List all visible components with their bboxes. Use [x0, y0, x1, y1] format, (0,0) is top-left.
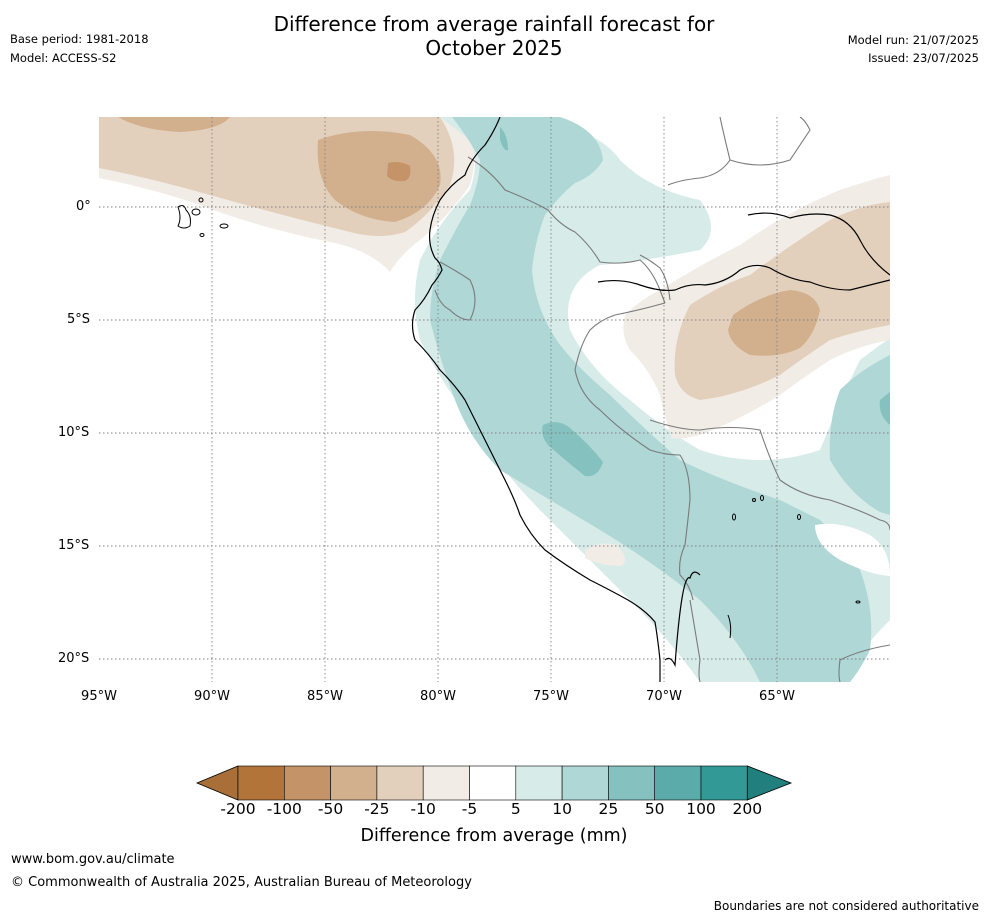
colorbar-tick-label: 25	[598, 800, 619, 818]
island-small-1	[198, 197, 204, 203]
border-paraguay	[838, 644, 890, 682]
negro-river	[747, 212, 890, 276]
wet-core-central	[542, 422, 603, 477]
lake-2	[760, 495, 764, 501]
border-colombia-brazil	[639, 254, 671, 301]
colorbar	[195, 765, 793, 801]
lat-tick-5s: 5°S	[67, 312, 91, 327]
san-cristobal-island	[219, 223, 229, 229]
santa-cruz-island	[191, 208, 201, 216]
title-line-1: Difference from average rainfall forecas…	[273, 12, 715, 36]
map-title: Difference from average rainfall forecas…	[0, 12, 988, 60]
lon-tick-90w: 90°W	[194, 689, 230, 704]
colorbar-tick-label: -50	[317, 800, 344, 818]
lat-tick-15s: 15°S	[58, 538, 90, 553]
border-ecuador-peru	[434, 261, 476, 321]
colorbar-tick-label: 5	[510, 800, 521, 818]
lake-1	[732, 513, 736, 521]
colorbar-arrow-left	[195, 765, 239, 801]
colorbar-tick-label: -10	[410, 800, 436, 818]
footer-url: www.bom.gov.au/climate	[11, 852, 175, 867]
lat-tick-0: 0°	[76, 199, 91, 214]
footer-disclaimer: Boundaries are not considered authoritat…	[713, 899, 979, 913]
colorbar-tick-label: 10	[552, 800, 572, 818]
border-colombia-ecuador-peru	[467, 156, 666, 304]
colorbar-segment	[608, 765, 655, 801]
colorbar-title: Difference from average (mm)	[360, 826, 628, 846]
dry-region-south-small	[585, 543, 626, 566]
colorbar-tick-label: -5	[461, 800, 478, 818]
model-text: Model: ACCESS-S2	[10, 51, 117, 65]
lon-tick-65w: 65°W	[759, 689, 795, 704]
colorbar-segment	[284, 765, 331, 801]
border-bolivia-brazil	[649, 419, 890, 531]
colorbar-segment	[237, 765, 285, 801]
dry-region-pacific-strong-west	[118, 117, 230, 132]
wet-region-small-right	[815, 523, 890, 576]
galapagos-islands	[177, 197, 229, 237]
dry-region-pacific-strong	[317, 131, 441, 222]
lat-tick-20s: 20°S	[58, 651, 90, 666]
colorbar-tick-label: 50	[644, 800, 665, 818]
border-colombia-venezuela	[667, 117, 731, 186]
colorbar-segment	[422, 765, 470, 801]
isabela-island	[177, 205, 191, 229]
dry-region-pacific-core	[387, 162, 411, 182]
colorbar-tick-label: -100	[266, 800, 302, 818]
map-field	[99, 117, 890, 682]
colorbar-tick-label: 100	[686, 800, 716, 818]
colorbar-tick-label: 200	[732, 800, 763, 818]
colorbar-segment	[469, 765, 517, 801]
colorbar-segment	[700, 765, 748, 801]
colorbar-tick-label: -200	[220, 800, 256, 818]
base-period-text: Base period: 1981-2018	[10, 32, 149, 46]
colorbar-segment	[654, 765, 702, 801]
border-peru-brazil-bolivia	[574, 302, 694, 601]
title-line-2: October 2025	[425, 36, 563, 60]
border-chile-argentina	[689, 599, 701, 682]
pacific-coastline	[411, 117, 661, 682]
lon-tick-75w: 75°W	[533, 689, 569, 704]
colorbar-arrow-right	[746, 765, 793, 801]
colorbar-tick-label: -25	[364, 800, 390, 818]
lake-4	[797, 514, 801, 520]
colorbar-segment	[330, 765, 378, 801]
coastlines	[411, 117, 890, 682]
colorbar-segment	[376, 765, 424, 801]
footer-copyright: © Commonwealth of Australia 2025, Austra…	[11, 875, 472, 890]
lat-tick-10s: 10°S	[58, 425, 90, 440]
border-venezuela-east	[729, 117, 811, 166]
country-borders	[434, 117, 890, 682]
lake-3	[752, 498, 756, 502]
wet-core-north	[500, 127, 508, 151]
wet-core-east	[879, 392, 890, 425]
lon-tick-80w: 80°W	[420, 689, 456, 704]
lon-tick-95w: 95°W	[81, 689, 117, 704]
dry-region-amazon-strong	[728, 290, 820, 356]
wet-band-mid	[430, 117, 872, 682]
titicaca-lake	[664, 571, 701, 668]
amazon-river	[597, 264, 890, 292]
colorbar-segment	[561, 765, 609, 801]
model-run-text: Model run: 21/07/2025	[847, 33, 979, 47]
lake-5	[727, 614, 732, 639]
wet-band-mid-east	[829, 355, 890, 515]
issued-text: Issued: 23/07/2025	[868, 51, 979, 65]
lake-6	[855, 600, 861, 604]
colorbar-segment	[515, 765, 563, 801]
lon-tick-70w: 70°W	[646, 689, 682, 704]
colorbar-segments	[195, 765, 793, 801]
island-small-2	[199, 233, 205, 237]
lon-tick-85w: 85°W	[307, 689, 343, 704]
small-lakes	[727, 495, 861, 639]
